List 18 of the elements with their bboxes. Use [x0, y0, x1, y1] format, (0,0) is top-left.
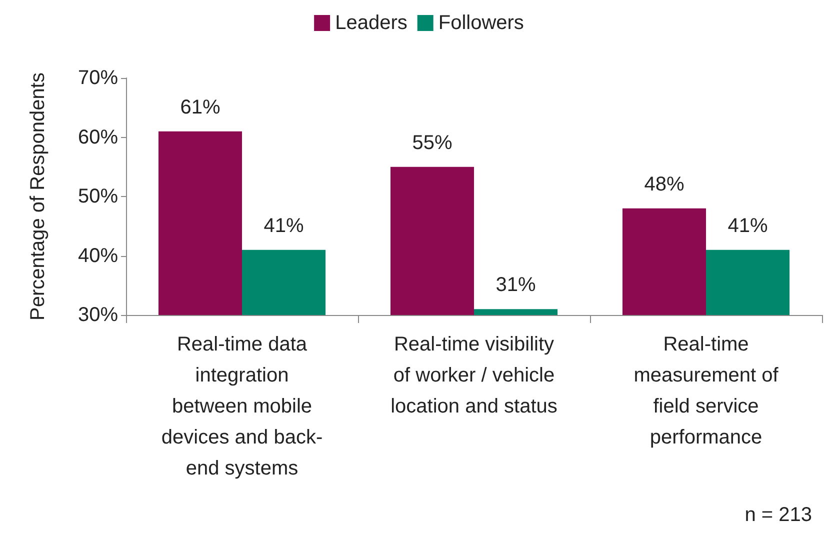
legend-label: Leaders — [335, 12, 408, 34]
legend-label: Followers — [438, 12, 524, 34]
x-tick-label: Real-time visibility of worker / vehicle location and status — [390, 334, 558, 418]
y-tick-label: 40% — [78, 244, 118, 267]
data-label: 31% — [496, 274, 536, 296]
y-tick-label: 60% — [78, 126, 118, 148]
y-tick-label: 30% — [78, 304, 118, 326]
data-label: 61% — [180, 96, 220, 118]
data-label: 41% — [728, 214, 768, 237]
data-label: 41% — [264, 214, 304, 237]
x-tick-label: Real-time data integration between mobile devices and back- end systems — [161, 334, 323, 480]
x-tick-label: Real-time measurement of field service performance — [634, 334, 779, 448]
y-tick-label: 70% — [78, 67, 118, 89]
data-label: 48% — [644, 173, 684, 196]
y-axis-title: Percentage of Respondents — [27, 72, 49, 320]
text: n = 213 — [744, 504, 812, 526]
data-label: 55% — [412, 132, 452, 154]
y-tick-label: 50% — [78, 186, 118, 208]
